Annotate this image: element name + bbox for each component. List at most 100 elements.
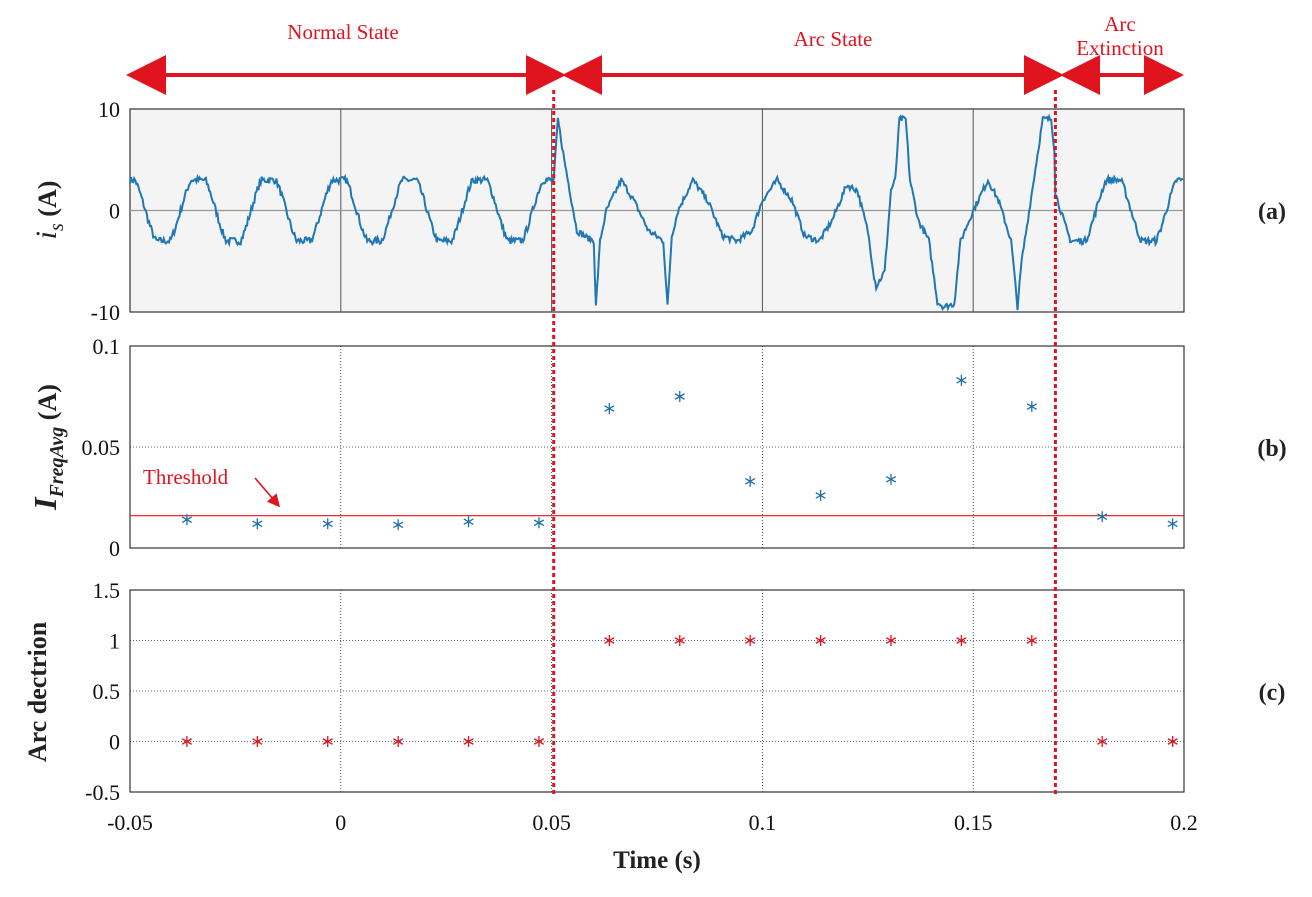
marker-stroke <box>252 738 263 745</box>
marker-stroke <box>181 516 193 524</box>
panel-b-point <box>674 391 685 402</box>
marker-stroke <box>463 518 474 526</box>
panel-b-grid <box>130 346 1184 548</box>
marker-stroke <box>322 738 333 745</box>
marker-stroke <box>604 405 615 412</box>
marker-stroke <box>322 520 333 528</box>
marker-stroke <box>815 637 826 644</box>
marker-stroke <box>252 520 263 528</box>
x-axis-label: Time (s) <box>613 847 701 874</box>
panel-c-y-tick: -0.5 <box>85 780 120 805</box>
panel-c-point <box>463 736 474 747</box>
panel-a-y-tick: 0 <box>109 199 120 224</box>
panel-b-point <box>604 403 615 415</box>
marker-stroke <box>674 393 685 400</box>
panel-b-y-ticks: 0.1 0.05 0 <box>82 334 121 561</box>
marker-stroke <box>604 637 615 644</box>
panel-c-point <box>815 635 826 646</box>
panel-b-y-label-unit: (A) <box>33 384 62 427</box>
panel-c-grid <box>130 590 1184 792</box>
panel-b-point <box>463 516 474 528</box>
panel-c-points <box>181 635 1178 747</box>
panel-a: 10 0 -10 is (A) (a) <box>30 97 1286 325</box>
panel-c-point <box>1026 635 1037 646</box>
marker-stroke <box>745 478 756 485</box>
panel-c-y-tick: 0.5 <box>93 679 121 704</box>
panel-b-point <box>745 475 756 487</box>
x-axis-tick: 0.1 <box>749 810 777 835</box>
panel-c-point <box>745 635 756 646</box>
panel-b-point <box>181 514 193 526</box>
panel-a-tag: (a) <box>1258 199 1286 225</box>
panel-b: Threshold 0.1 0.05 0 IFreqAvg (A) (b) <box>27 334 1287 561</box>
panel-b-tag: (b) <box>1257 436 1286 462</box>
panel-c-tag: (c) <box>1259 680 1286 706</box>
marker-stroke <box>1026 403 1037 410</box>
panel-c-point <box>1097 736 1108 747</box>
panel-b-point <box>956 374 967 386</box>
x-axis-tick: 0.2 <box>1170 810 1198 835</box>
x-axis-tick: 0 <box>335 810 346 835</box>
panel-a-y-label: is (A) <box>30 181 68 240</box>
marker-stroke <box>393 738 404 745</box>
panel-a-y-label-unit: (A) <box>33 181 62 224</box>
panel-c-point <box>533 736 545 747</box>
panel-c-point <box>956 635 967 646</box>
panel-b-point <box>252 518 263 530</box>
panel-c-y-tick: 1 <box>109 629 120 654</box>
panel-a-y-ticks: 10 0 -10 <box>91 97 120 325</box>
panel-c-y-label: Arc dectrion <box>23 621 52 762</box>
arc-extinction-line1: Arc <box>1104 12 1136 36</box>
panel-b-frame <box>129 345 1185 549</box>
marker-stroke <box>1026 637 1037 644</box>
marker-stroke <box>885 637 897 644</box>
panel-c-point <box>252 736 263 747</box>
threshold-pointer <box>254 477 281 508</box>
panel-b-point <box>533 517 545 529</box>
normal-state-label: Normal State <box>287 20 399 44</box>
panel-a-y-tick: -10 <box>91 300 120 325</box>
marker-stroke <box>533 519 545 527</box>
marker-stroke <box>1167 738 1178 745</box>
panel-a-y-label-main: i <box>30 231 63 239</box>
panel-b-y-label-main: I <box>27 496 63 511</box>
marker-stroke <box>1097 513 1108 521</box>
panel-c-point <box>885 635 897 646</box>
panel-c-point <box>1167 736 1178 747</box>
marker-stroke <box>674 637 685 644</box>
x-axis-ticks: -0.05 0 0.05 0.1 0.15 0.2 <box>107 810 1198 835</box>
marker-stroke <box>956 377 967 384</box>
marker-stroke <box>1167 520 1178 528</box>
panel-c-point <box>604 635 615 646</box>
panel-c-frame <box>129 589 1185 793</box>
marker-stroke <box>745 637 756 644</box>
marker-stroke <box>463 738 474 745</box>
current-signal-line <box>129 113 1184 312</box>
marker-stroke <box>815 492 826 499</box>
panel-c-point <box>674 635 685 646</box>
arc-state-label: Arc State <box>793 27 873 51</box>
x-axis-tick: 0.05 <box>532 810 571 835</box>
panel-c-point <box>322 736 333 747</box>
marker-stroke <box>533 738 545 745</box>
threshold-label: Threshold <box>143 465 229 489</box>
panel-b-point <box>1026 401 1037 413</box>
panel-b-y-label-sub: FreqAvg <box>46 427 68 499</box>
x-axis-tick: -0.05 <box>107 810 153 835</box>
panel-c-y-tick: 1.5 <box>93 578 121 603</box>
panel-b-point <box>1167 518 1178 530</box>
x-axis-tick: 0.15 <box>954 810 993 835</box>
panel-c-y-ticks: 1.5 1 0.5 0 -0.5 <box>85 578 120 805</box>
panel-b-y-label: IFreqAvg (A) <box>27 384 68 511</box>
panel-b-point <box>815 489 826 501</box>
panel-c-y-tick: 0 <box>109 730 120 755</box>
panel-a-y-label-sub: s <box>46 223 68 231</box>
marker-stroke <box>393 521 404 529</box>
panel-b-point <box>1097 511 1108 523</box>
marker-stroke <box>956 637 967 644</box>
panel-a-y-tick: 10 <box>98 97 120 122</box>
marker-stroke <box>1097 738 1108 745</box>
state-boundaries <box>552 90 1057 795</box>
panel-b-point <box>322 518 333 530</box>
